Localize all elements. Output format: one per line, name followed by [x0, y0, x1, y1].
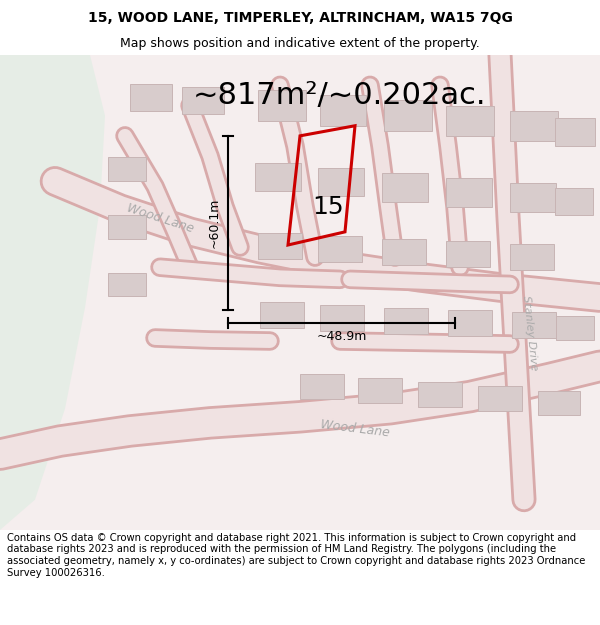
Text: Wood Lane: Wood Lane	[320, 418, 391, 439]
Bar	[555, 188, 593, 214]
Text: ~48.9m: ~48.9m	[316, 331, 367, 344]
Bar	[258, 91, 306, 121]
Bar	[510, 111, 558, 141]
Bar	[382, 173, 428, 201]
Bar	[300, 374, 344, 399]
Bar	[510, 244, 554, 270]
Bar	[318, 168, 364, 196]
Bar	[510, 183, 556, 212]
Bar	[358, 378, 402, 402]
Text: Contains OS data © Crown copyright and database right 2021. This information is : Contains OS data © Crown copyright and d…	[7, 533, 586, 578]
Text: Stanley Drive: Stanley Drive	[521, 295, 539, 371]
Bar	[320, 304, 364, 331]
Bar	[182, 88, 224, 114]
Bar	[130, 84, 172, 111]
Text: 15, WOOD LANE, TIMPERLEY, ALTRINCHAM, WA15 7QG: 15, WOOD LANE, TIMPERLEY, ALTRINCHAM, WA…	[88, 11, 512, 25]
Bar	[448, 309, 492, 336]
Bar	[446, 241, 490, 268]
Bar	[384, 101, 432, 131]
Bar	[318, 236, 362, 262]
Bar	[108, 214, 146, 239]
Bar	[258, 233, 302, 259]
Bar	[384, 308, 428, 334]
Bar	[446, 178, 492, 207]
Polygon shape	[0, 55, 105, 530]
Text: 15: 15	[312, 194, 344, 219]
Text: ~817m²/~0.202ac.: ~817m²/~0.202ac.	[193, 81, 487, 110]
Text: ~60.1m: ~60.1m	[208, 198, 221, 248]
Bar	[108, 157, 146, 181]
Bar	[538, 391, 580, 415]
Bar	[260, 302, 304, 328]
Bar	[556, 316, 594, 340]
Bar	[555, 118, 595, 146]
Bar	[255, 163, 301, 191]
Bar	[478, 386, 522, 411]
Bar	[512, 312, 556, 338]
Bar	[108, 273, 146, 296]
Text: Map shows position and indicative extent of the property.: Map shows position and indicative extent…	[120, 38, 480, 51]
Bar	[446, 106, 494, 136]
Bar	[382, 239, 426, 265]
Bar	[320, 96, 366, 126]
Bar	[418, 382, 462, 407]
Text: Wood Lane: Wood Lane	[125, 202, 195, 236]
